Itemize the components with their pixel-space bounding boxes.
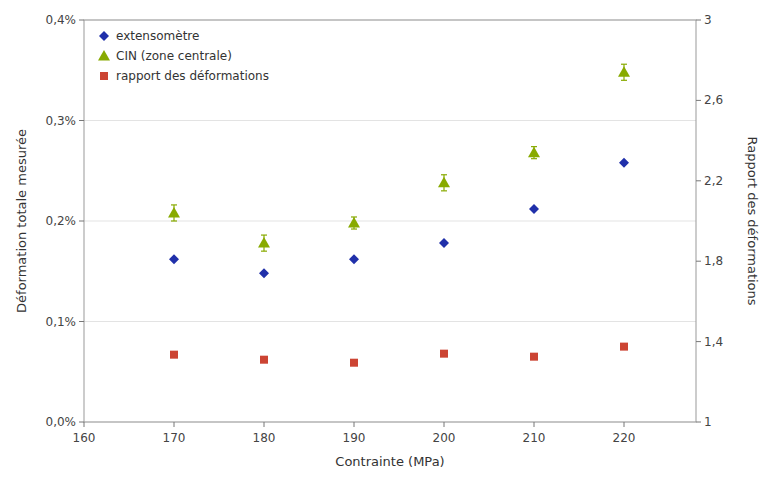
x-tick	[264, 422, 265, 427]
plot-frame	[84, 20, 696, 422]
legend-label: extensomètre	[116, 29, 199, 43]
x-tick-label: 220	[613, 431, 636, 445]
error-bar-cap	[171, 220, 177, 221]
chart-container: 160 170 180 190 200 210 220 Contrainte (MPa) 0,0…	[0, 0, 780, 480]
x-tick	[354, 422, 355, 427]
x-axis: 160 170 180 190 200 210 220 Contrainte (MPa)	[73, 422, 636, 469]
y-tick-label: 0,4%	[46, 13, 77, 27]
point	[528, 147, 540, 158]
point	[618, 66, 630, 77]
error-bar-cap	[441, 190, 447, 191]
error-bar-cap	[261, 234, 267, 235]
point	[529, 204, 539, 214]
point	[349, 254, 359, 264]
x-axis-label: Contrainte (MPa)	[335, 454, 444, 469]
grid-line	[84, 321, 696, 322]
x-tick	[624, 422, 625, 427]
point	[259, 268, 269, 278]
x-tick	[84, 422, 85, 427]
y-axis: 0,0% 0,1% 0,2% 0,3% 0,4% Déformation totale m…	[14, 13, 84, 429]
y2-axis-label: Rapport des déformations	[745, 136, 760, 305]
y2-axis: 1 1,4 1,8 2,2 2,6 3 Rapport des déformations	[696, 13, 760, 429]
y-tick-label: 0,0%	[46, 415, 77, 429]
x-tick	[444, 422, 445, 427]
point	[348, 217, 360, 228]
error-bar-cap	[441, 174, 447, 175]
y-tick	[79, 221, 84, 222]
legend-swatch	[98, 50, 110, 61]
y2-tick-label: 1,8	[704, 254, 723, 268]
y-tick	[79, 321, 84, 322]
x-tick-label: 200	[433, 431, 456, 445]
point	[169, 254, 179, 264]
point	[170, 351, 178, 359]
x-tick-label: 160	[73, 431, 96, 445]
point	[350, 359, 358, 367]
y2-tick-label: 1,4	[704, 335, 723, 349]
y2-tick	[696, 341, 701, 342]
series	[169, 158, 629, 279]
x-tick	[534, 422, 535, 427]
error-bar-cap	[261, 251, 267, 252]
y-tick	[79, 120, 84, 121]
y2-tick	[696, 180, 701, 181]
error-bar-cap	[621, 80, 627, 81]
legend-label: rapport des déformations	[116, 69, 269, 83]
point	[620, 343, 628, 351]
point	[438, 177, 450, 188]
error-bar-cap	[531, 158, 537, 159]
x-tick-label: 190	[343, 431, 366, 445]
point	[440, 350, 448, 358]
y2-tick	[696, 261, 701, 262]
y2-tick	[696, 422, 701, 423]
series	[168, 64, 630, 251]
x-tick-label: 170	[163, 431, 186, 445]
legend-swatch	[100, 72, 108, 80]
point	[260, 356, 268, 364]
y-tick	[79, 20, 84, 21]
y-tick-label: 0,1%	[46, 315, 77, 329]
y-tick-label: 0,3%	[46, 114, 77, 128]
chart-svg: 160 170 180 190 200 210 220 Contrainte (MPa) 0,0…	[0, 0, 780, 480]
y2-tick-label: 3	[704, 13, 712, 27]
y-tick-label: 0,2%	[46, 214, 77, 228]
y2-tick-label: 2,2	[704, 174, 723, 188]
legend: extensomètre CIN (zone centrale) rapport d…	[98, 29, 269, 83]
legend-swatch	[99, 31, 109, 41]
point	[530, 353, 538, 361]
error-bar-cap	[351, 228, 357, 229]
y2-tick-label: 2,6	[704, 93, 723, 107]
error-bar-cap	[621, 64, 627, 65]
point	[619, 158, 629, 168]
legend-label: CIN (zone centrale)	[116, 49, 232, 63]
y-axis-label: Déformation totale mesurée	[14, 129, 29, 313]
x-tick-label: 180	[253, 431, 276, 445]
grid-line	[84, 221, 696, 222]
point	[168, 207, 180, 218]
y2-tick	[696, 20, 701, 21]
point	[439, 238, 449, 248]
y2-tick	[696, 100, 701, 101]
y2-tick-label: 1	[704, 415, 712, 429]
grid-line	[84, 120, 696, 121]
y-tick	[79, 422, 84, 423]
point	[258, 237, 270, 248]
error-bar-cap	[171, 204, 177, 205]
series	[170, 343, 628, 367]
x-tick	[174, 422, 175, 427]
grid	[84, 20, 696, 422]
marks	[168, 64, 630, 366]
x-tick-label: 210	[523, 431, 546, 445]
